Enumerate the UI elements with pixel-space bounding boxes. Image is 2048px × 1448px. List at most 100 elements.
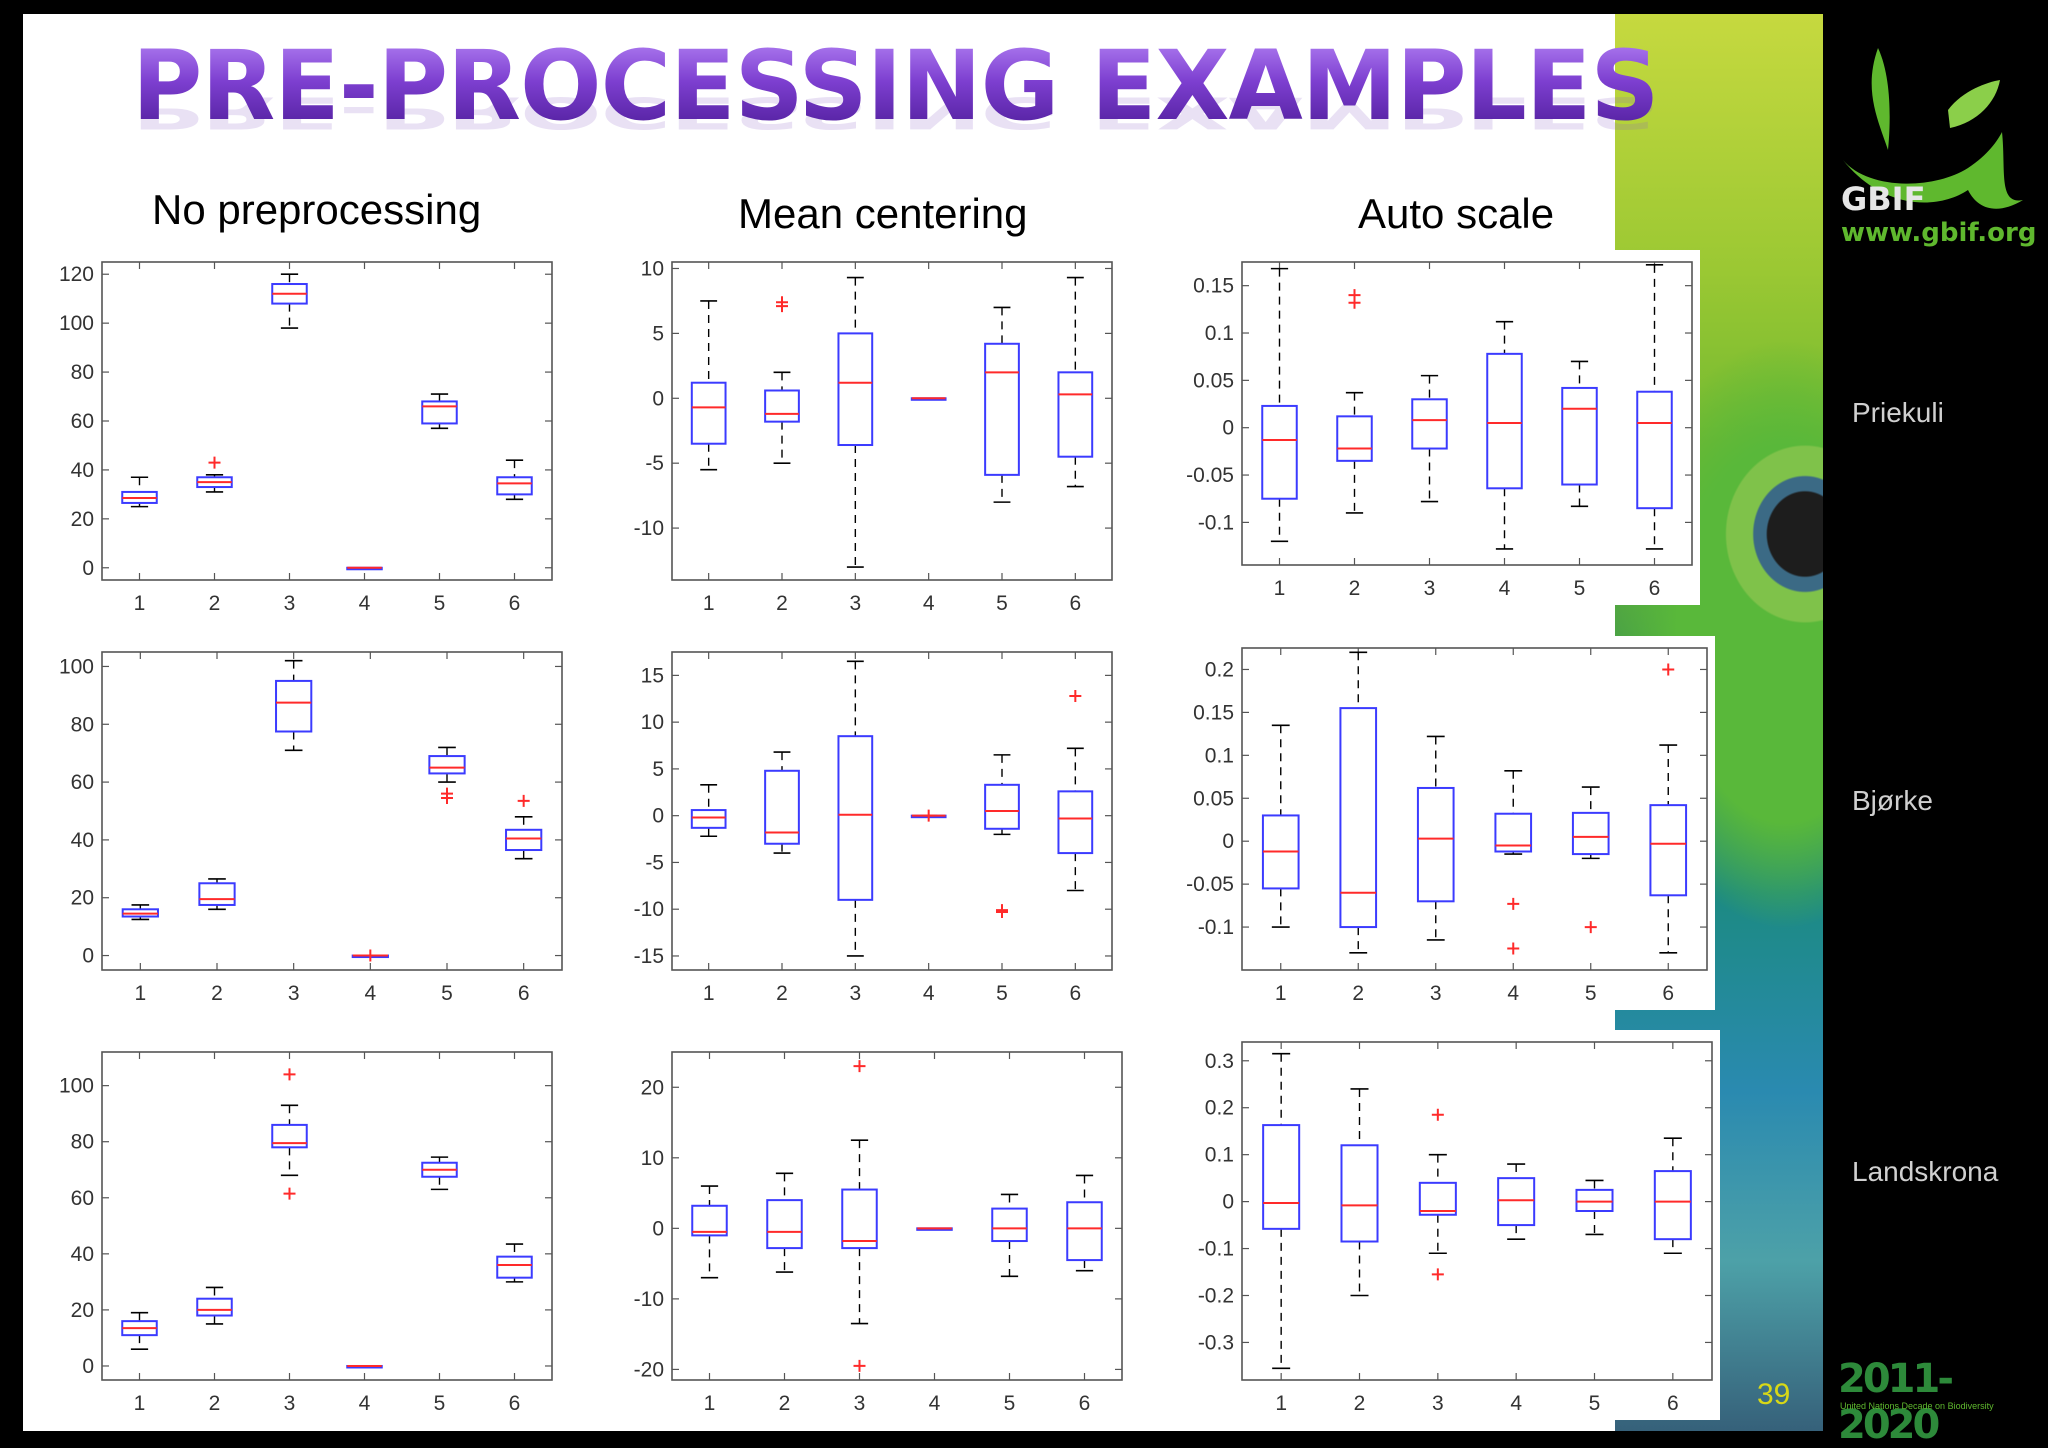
- x-tick-label: 3: [849, 982, 861, 1005]
- column-heading-auto-scale: Auto scale: [1358, 190, 1555, 237]
- slide-title: PRE-PROCESSING EXAMPLES: [132, 30, 1660, 142]
- y-tick-label: 0: [652, 805, 664, 828]
- interquartile-box: [691, 1204, 728, 1237]
- x-tick-label: 3: [1430, 982, 1442, 1005]
- decade-logo-years: 2011-2020: [1838, 1356, 1954, 1448]
- interquartile-box: [1336, 415, 1373, 462]
- x-tick-label: 5: [1589, 1392, 1601, 1415]
- interquartile-box: [1261, 404, 1298, 500]
- box-1: [121, 476, 158, 508]
- y-tick-label: 0.2: [1205, 1097, 1234, 1120]
- x-tick-label: 4: [923, 982, 935, 1005]
- x-tick-label: 2: [1354, 1392, 1366, 1415]
- gbif-logo-url: www.gbif.org: [1841, 218, 2037, 248]
- row-label-landskrona: Landskrona: [1852, 1156, 1999, 1187]
- x-tick-label: 5: [996, 982, 1008, 1005]
- interquartile-box: [764, 769, 800, 845]
- x-tick-label: 6: [1649, 577, 1661, 600]
- plot-axes-frame: [671, 651, 1113, 971]
- box-5: [984, 754, 1020, 919]
- boxplot-priekuli-mean-centered: -10 -5 0 5 10 1 2 3 4 5 6: [610, 250, 1120, 620]
- interquartile-box: [766, 1199, 803, 1250]
- y-tick-label: 60: [71, 410, 94, 433]
- box-4: [346, 566, 383, 571]
- box-5: [1561, 360, 1598, 508]
- y-tick-label: 20: [641, 1076, 664, 1099]
- box-1: [121, 904, 159, 921]
- y-tick-label: 100: [59, 312, 94, 335]
- box-2: [764, 751, 800, 854]
- interquartile-box: [764, 389, 800, 423]
- box-5: [1571, 786, 1610, 934]
- x-tick-label: 4: [923, 592, 935, 615]
- box-2: [1336, 289, 1373, 514]
- plot-axes-frame: [101, 1051, 553, 1381]
- box-2: [196, 456, 233, 493]
- y-tick-label: 0: [1222, 830, 1234, 853]
- y-tick-label: -5: [645, 452, 664, 475]
- y-tick-label: 80: [71, 713, 94, 736]
- x-tick-label: 3: [1424, 577, 1436, 600]
- box-1: [121, 1311, 158, 1350]
- outlier-marker: [364, 949, 377, 962]
- y-tick-label: 0.15: [1193, 701, 1234, 724]
- x-tick-label: 6: [1079, 1392, 1091, 1415]
- y-tick-label: -0.1: [1198, 1238, 1234, 1261]
- y-tick-label: -0.1: [1198, 916, 1234, 939]
- y-tick-label: 15: [641, 664, 664, 687]
- box-1: [1262, 1052, 1301, 1370]
- x-tick-label: 6: [509, 1392, 521, 1415]
- outlier-marker: [1348, 296, 1361, 309]
- outlier-marker: [1584, 921, 1597, 934]
- box-2: [196, 1286, 233, 1325]
- interquartile-box: [1561, 386, 1598, 486]
- outlier-marker: [922, 809, 935, 822]
- box-1: [690, 784, 727, 838]
- box-3: [1418, 1108, 1457, 1281]
- outlier-marker: [853, 1359, 866, 1372]
- x-tick-label: 4: [359, 1392, 371, 1415]
- interquartile-box: [505, 828, 543, 852]
- box-4: [1494, 769, 1533, 955]
- outlier-marker: [208, 456, 221, 469]
- interquartile-box: [1494, 812, 1533, 853]
- box-6: [1649, 663, 1688, 954]
- interquartile-box: [496, 1255, 533, 1279]
- y-tick-label: 0: [82, 945, 94, 968]
- outlier-marker: [1507, 897, 1520, 910]
- y-tick-label: 10: [641, 711, 664, 734]
- gbif-leaf-icon: [1843, 48, 2023, 209]
- y-tick-label: 5: [652, 322, 664, 345]
- boxplot-bjorke-mean-centered: -15 -10 -5 0 5 10 15 1 2 3 4 5 6: [610, 640, 1120, 1010]
- page-number: 39: [1757, 1378, 1791, 1411]
- y-tick-label: 0: [1222, 417, 1234, 440]
- decade-logo-caption: United Nations Decade on Biodiversity: [1840, 1401, 1994, 1411]
- y-tick-label: 120: [59, 263, 94, 286]
- y-tick-label: 10: [641, 1147, 664, 1170]
- box-1: [1261, 267, 1298, 543]
- y-tick-label: 20: [71, 887, 94, 910]
- x-tick-label: 2: [776, 592, 788, 615]
- box-5: [1575, 1179, 1614, 1236]
- outlier-marker: [283, 1068, 296, 1081]
- outlier-marker: [283, 1187, 296, 1200]
- y-tick-label: -0.3: [1198, 1331, 1234, 1354]
- x-tick-label: 1: [134, 592, 146, 615]
- box-6: [1057, 689, 1094, 892]
- boxplot-priekuli-raw: 0 20 40 60 80 100 120 1 2 3 4 5 6: [40, 250, 560, 620]
- gbif-logo-name: GBIF: [1841, 180, 1926, 218]
- column-heading-no-preprocessing: No preprocessing: [152, 186, 482, 233]
- x-tick-label: 2: [209, 1392, 221, 1415]
- x-tick-label: 4: [1510, 1392, 1522, 1415]
- outlier-marker: [776, 300, 788, 313]
- y-tick-label: 60: [71, 1187, 94, 1210]
- x-tick-label: 5: [434, 592, 446, 615]
- column-heading-mean-centering: Mean centering: [738, 190, 1028, 237]
- interquartile-box: [1411, 398, 1448, 450]
- interquartile-box: [1339, 707, 1378, 929]
- boxplot-bjorke-auto-scaled: -0.1 -0.05 0 0.05 0.1 0.15 0.2 1 2 3 4 5 6: [1180, 636, 1715, 1010]
- outlier-marker: [1662, 663, 1675, 676]
- x-tick-label: 1: [703, 592, 715, 615]
- y-tick-label: -0.05: [1186, 873, 1234, 896]
- box-2: [1339, 651, 1378, 954]
